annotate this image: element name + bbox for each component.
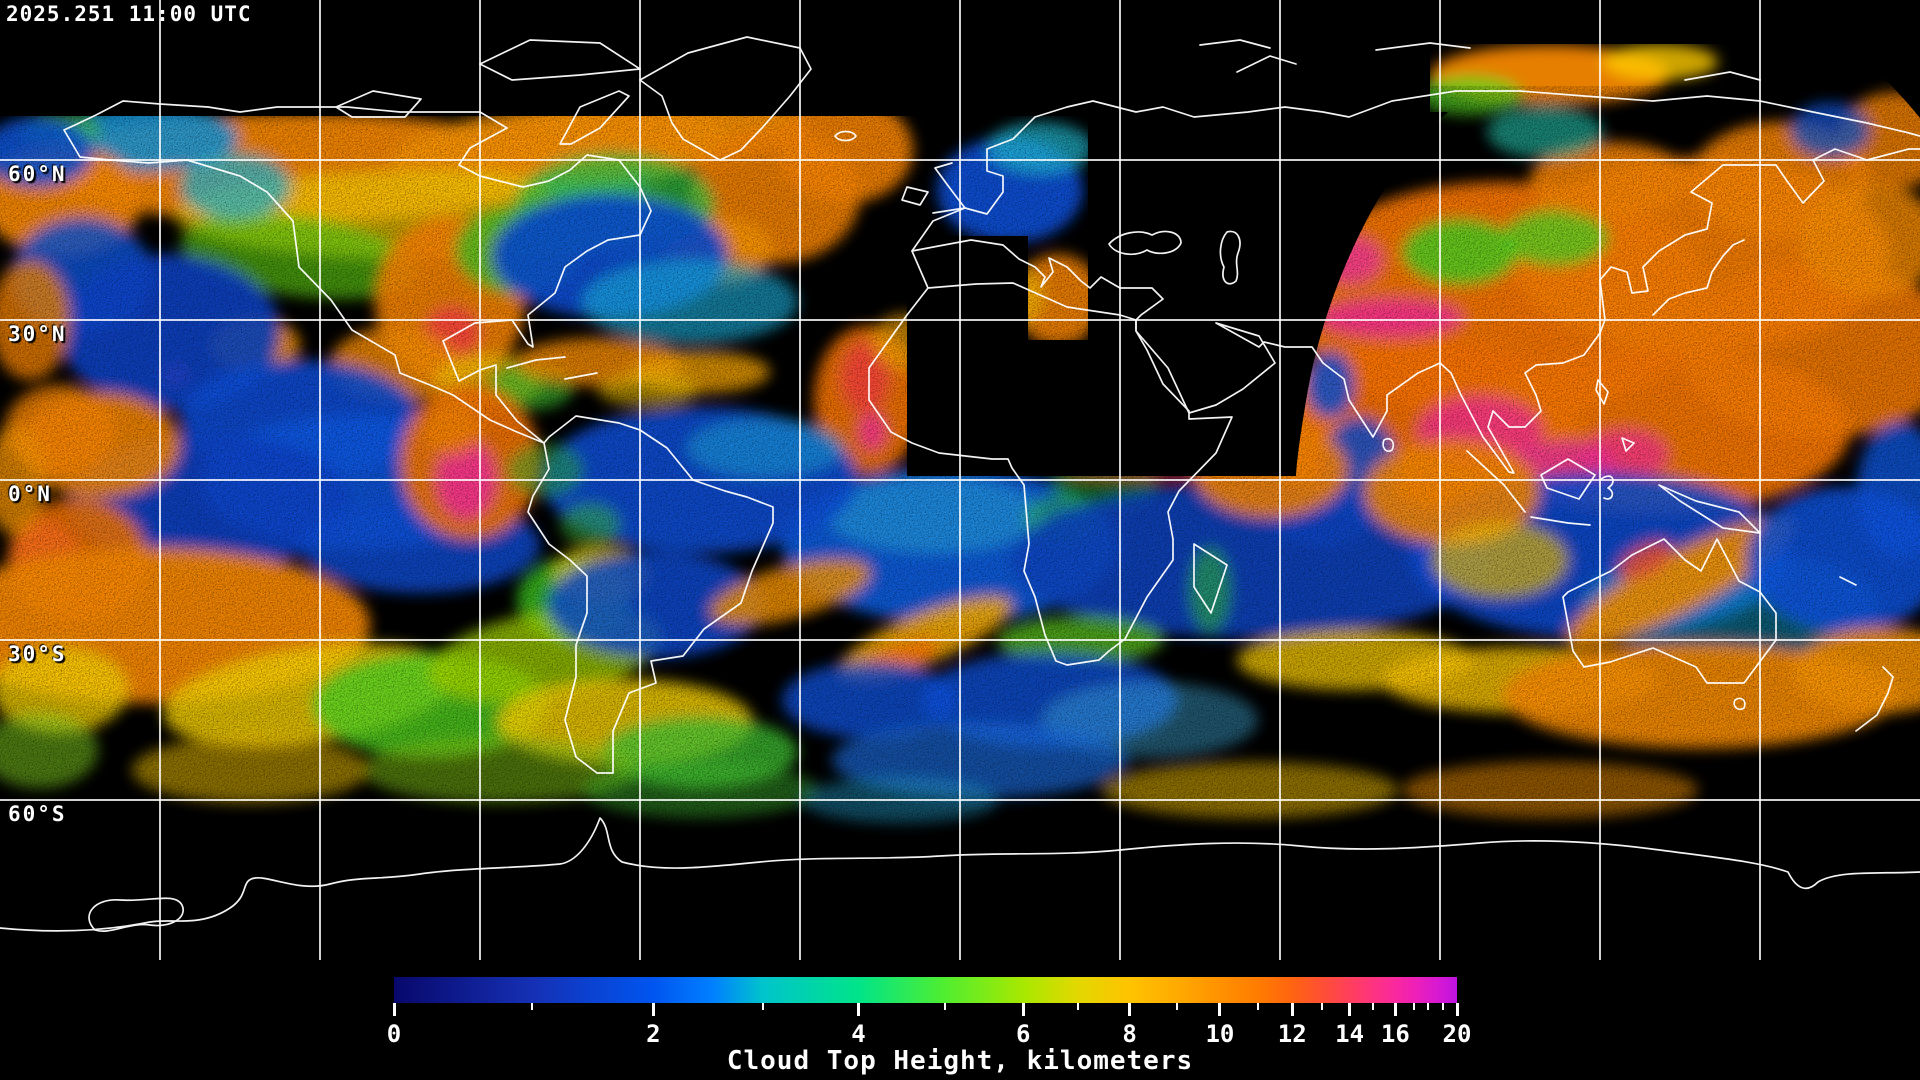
coastline-caribbean	[506, 356, 598, 380]
colorbar-minor-tick	[1320, 1003, 1323, 1010]
colorbar-major-tick	[1128, 1003, 1132, 1016]
colorbar-tick-label: 4	[851, 1020, 866, 1048]
colorbar-tick-label: 6	[1016, 1020, 1031, 1048]
colorbar-major-tick	[1455, 1003, 1459, 1016]
colorbar-title: Cloud Top Height, kilometers	[726, 1046, 1194, 1076]
colorbar-gradient	[394, 977, 1457, 1003]
cloud-mass	[1602, 44, 1718, 80]
coastline-north-america	[63, 100, 652, 444]
colorbar-minor-tick	[1413, 1003, 1416, 1010]
coastline-sri-lanka	[1382, 437, 1395, 452]
latitude-label: 60°S	[8, 802, 67, 826]
latitude-label: 60°N	[8, 162, 67, 186]
coastline-madagascar	[1193, 543, 1228, 614]
colorbar-minor-tick	[1442, 1003, 1445, 1010]
coastlines	[0, 36, 1920, 932]
colorbar-major-tick	[392, 1003, 396, 1016]
colorbar-tick-label: 20	[1442, 1020, 1472, 1048]
coastline-caspian-sea	[1219, 230, 1241, 285]
colorbar-minor-tick	[761, 1003, 764, 1010]
coastline-iceland	[834, 130, 857, 142]
coastline-asia	[1135, 148, 1920, 474]
colorbar-major-tick	[1021, 1003, 1025, 1016]
latitude-label: 30°N	[8, 322, 67, 346]
colorbar-tick-label: 12	[1277, 1020, 1307, 1048]
colorbar-tick-label: 2	[646, 1020, 661, 1048]
coastline-british-isles	[901, 162, 966, 214]
colorbar-major-tick	[651, 1003, 655, 1016]
coastline-tasmania-nz	[1733, 576, 1894, 732]
latitude-label: 0°N	[8, 482, 52, 506]
colorbar-minor-tick	[531, 1003, 534, 1010]
colorbar-tick-label: 8	[1122, 1020, 1137, 1048]
coastline-antarctica	[0, 817, 1920, 932]
coastline-japan	[1652, 239, 1745, 316]
coastline-southeast-asia-islands	[1466, 379, 1761, 534]
colorbar-tick-label: 10	[1205, 1020, 1235, 1048]
colorbar-tick-label: 16	[1380, 1020, 1410, 1048]
colorbar-tick-label: 14	[1335, 1020, 1365, 1048]
colorbar-minor-tick	[1076, 1003, 1079, 1010]
latitude-label: 30°S	[8, 642, 67, 666]
colorbar-major-tick	[1348, 1003, 1352, 1016]
world-map-canvas	[0, 0, 1920, 960]
colorbar-major-tick	[1393, 1003, 1397, 1016]
no-data-region	[907, 112, 1448, 476]
coastline-australia	[1562, 538, 1777, 684]
no-data-region	[1430, 0, 1790, 44]
coastline-south-america	[527, 415, 774, 774]
coastline-europe	[911, 90, 1920, 289]
colorbar-major-tick	[1218, 1003, 1222, 1016]
coastline-arctic-islands	[335, 39, 1761, 145]
colorbar-tick-label: 0	[386, 1020, 402, 1048]
world-map: 2025.251 11:00 UTC 60°N 30°N 0°N 30°S 60°S	[0, 0, 1920, 960]
no-data-region	[1770, 0, 1920, 118]
colorbar-minor-tick	[1427, 1003, 1430, 1010]
colorbar-minor-tick	[1257, 1003, 1260, 1010]
timestamp-label: 2025.251 11:00 UTC	[6, 2, 252, 26]
coastline-greenland	[639, 36, 812, 161]
colorbar-major-tick	[857, 1003, 861, 1016]
colorbar-minor-tick	[1176, 1003, 1179, 1010]
colorbar-major-tick	[1290, 1003, 1294, 1016]
coastline-black-sea	[1108, 230, 1182, 256]
colorbar-minor-tick	[1372, 1003, 1375, 1010]
colorbar-panel: 0 2 4 6 8 10 12 14 16 20 Cloud Top Height, kilome…	[0, 960, 1920, 1080]
colorbar-minor-tick	[943, 1003, 946, 1010]
no-data-region	[0, 0, 1430, 116]
coastline-southern-europe	[911, 239, 1164, 321]
